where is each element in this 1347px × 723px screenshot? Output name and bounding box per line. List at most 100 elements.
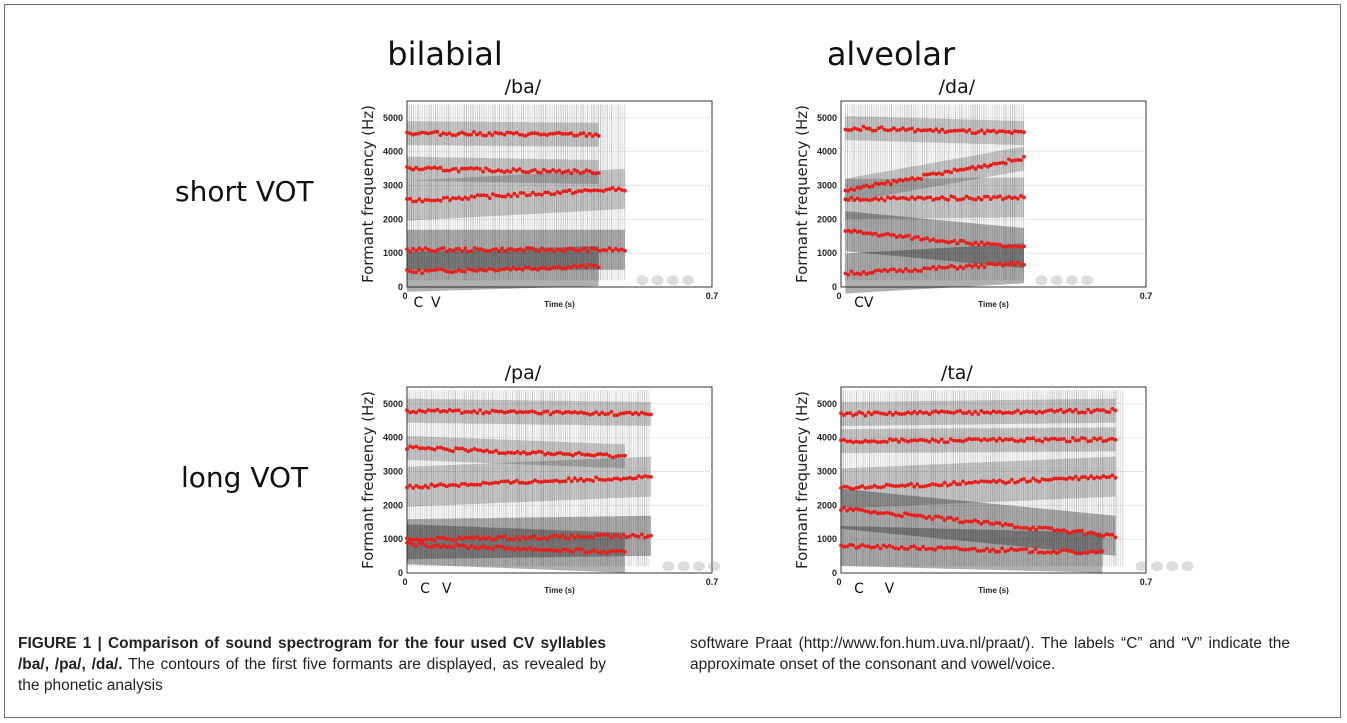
formant-point bbox=[994, 242, 999, 247]
y-tick-label: 5000 bbox=[817, 113, 837, 123]
formant-point bbox=[598, 452, 603, 456]
formant-point bbox=[505, 410, 510, 414]
formant-point bbox=[988, 480, 993, 484]
formant-point bbox=[982, 131, 987, 136]
formant-point bbox=[567, 452, 572, 457]
formant-point bbox=[846, 272, 851, 277]
formant-point bbox=[598, 188, 603, 193]
formant-point bbox=[453, 269, 458, 274]
formant-point bbox=[432, 484, 437, 488]
formant-point bbox=[451, 196, 455, 200]
formant-point bbox=[940, 239, 945, 243]
formant-point bbox=[890, 512, 895, 516]
formant-point bbox=[546, 247, 550, 252]
row-heading-long-vot: long VOT bbox=[181, 461, 309, 494]
formant-point bbox=[1097, 549, 1102, 554]
formant-point bbox=[475, 448, 480, 452]
formant-point bbox=[867, 126, 872, 131]
formant-point bbox=[441, 446, 446, 451]
formant-point bbox=[845, 508, 849, 513]
formant-point bbox=[921, 411, 926, 415]
formant-point bbox=[922, 266, 926, 270]
formant-point bbox=[508, 409, 513, 414]
formant-point bbox=[985, 261, 990, 266]
formant-point bbox=[536, 170, 540, 175]
formant-point bbox=[1101, 408, 1106, 412]
caption-left-column: FIGURE 1 | Comparison of sound spectrogr… bbox=[18, 633, 606, 696]
formant-point bbox=[1019, 478, 1023, 482]
formant-point bbox=[592, 188, 597, 192]
formant-point bbox=[955, 516, 959, 521]
noise-blob bbox=[636, 275, 649, 286]
formant-point bbox=[994, 520, 999, 525]
formant-point bbox=[991, 522, 996, 526]
formant-point bbox=[1019, 129, 1023, 134]
formant-point bbox=[882, 181, 887, 186]
formant-point bbox=[1000, 160, 1005, 165]
formant-point bbox=[598, 550, 603, 555]
formant-point bbox=[918, 513, 923, 518]
formant-point bbox=[910, 195, 914, 200]
formant-point bbox=[411, 246, 415, 251]
formant-point bbox=[958, 264, 963, 269]
formant-point bbox=[946, 198, 951, 202]
formant-point bbox=[939, 409, 944, 414]
formant-point bbox=[575, 169, 580, 173]
spectrogram-da: /da/0 1000 2000 3000 4000 5000 Formant frequen… bbox=[785, 75, 1205, 325]
formant-point bbox=[919, 269, 923, 273]
formant-point bbox=[537, 249, 541, 254]
formant-point bbox=[976, 480, 981, 485]
chart-title: /pa/ bbox=[505, 362, 542, 384]
formant-point bbox=[619, 548, 624, 553]
formant-point bbox=[901, 126, 905, 131]
formant-point bbox=[460, 197, 465, 202]
formant-point bbox=[1095, 407, 1100, 412]
formant-point bbox=[554, 478, 559, 483]
formant-point bbox=[942, 546, 947, 551]
formant-point bbox=[925, 266, 929, 271]
formant-point bbox=[463, 410, 467, 414]
formant-point bbox=[1107, 437, 1112, 441]
formant-point bbox=[1037, 409, 1042, 414]
x-tick-label: 0.7 bbox=[706, 291, 719, 301]
formant-point bbox=[1094, 550, 1099, 555]
formant-point bbox=[546, 190, 550, 195]
formant-point bbox=[924, 438, 929, 443]
formant-point bbox=[948, 410, 953, 415]
formant-point bbox=[1013, 410, 1017, 414]
formant-point bbox=[1016, 196, 1020, 201]
formant-point bbox=[557, 479, 562, 484]
formant-point bbox=[435, 445, 440, 450]
formant-point bbox=[969, 546, 974, 551]
formant-point bbox=[594, 533, 598, 537]
formant-point bbox=[585, 477, 589, 482]
formant-point bbox=[475, 132, 479, 137]
formant-point bbox=[576, 450, 581, 455]
formant-point bbox=[849, 128, 854, 132]
formant-point bbox=[924, 410, 929, 415]
formant-point bbox=[490, 133, 495, 137]
formant-point bbox=[885, 179, 890, 184]
formant-point bbox=[570, 191, 575, 196]
formant-points bbox=[843, 124, 1026, 277]
formant-point bbox=[604, 452, 609, 457]
formant-point bbox=[919, 128, 923, 133]
formant-point bbox=[594, 475, 598, 480]
formant-point bbox=[931, 264, 936, 269]
formant-point bbox=[555, 451, 560, 456]
formant-point bbox=[466, 546, 471, 551]
formant-point bbox=[903, 411, 907, 416]
formant-point bbox=[893, 546, 898, 551]
formant-point bbox=[527, 480, 531, 485]
formant-point bbox=[566, 410, 571, 414]
formant-point bbox=[529, 168, 534, 173]
formant-point bbox=[887, 410, 892, 415]
formant-point bbox=[524, 246, 529, 251]
formant-point bbox=[512, 191, 517, 196]
formant-point bbox=[521, 191, 526, 195]
formant-point bbox=[619, 453, 624, 458]
formant-point bbox=[933, 409, 938, 414]
formant-point bbox=[543, 548, 547, 553]
y-axis-label: Formant frequency (Hz) bbox=[793, 105, 811, 283]
formant-point bbox=[973, 518, 978, 523]
